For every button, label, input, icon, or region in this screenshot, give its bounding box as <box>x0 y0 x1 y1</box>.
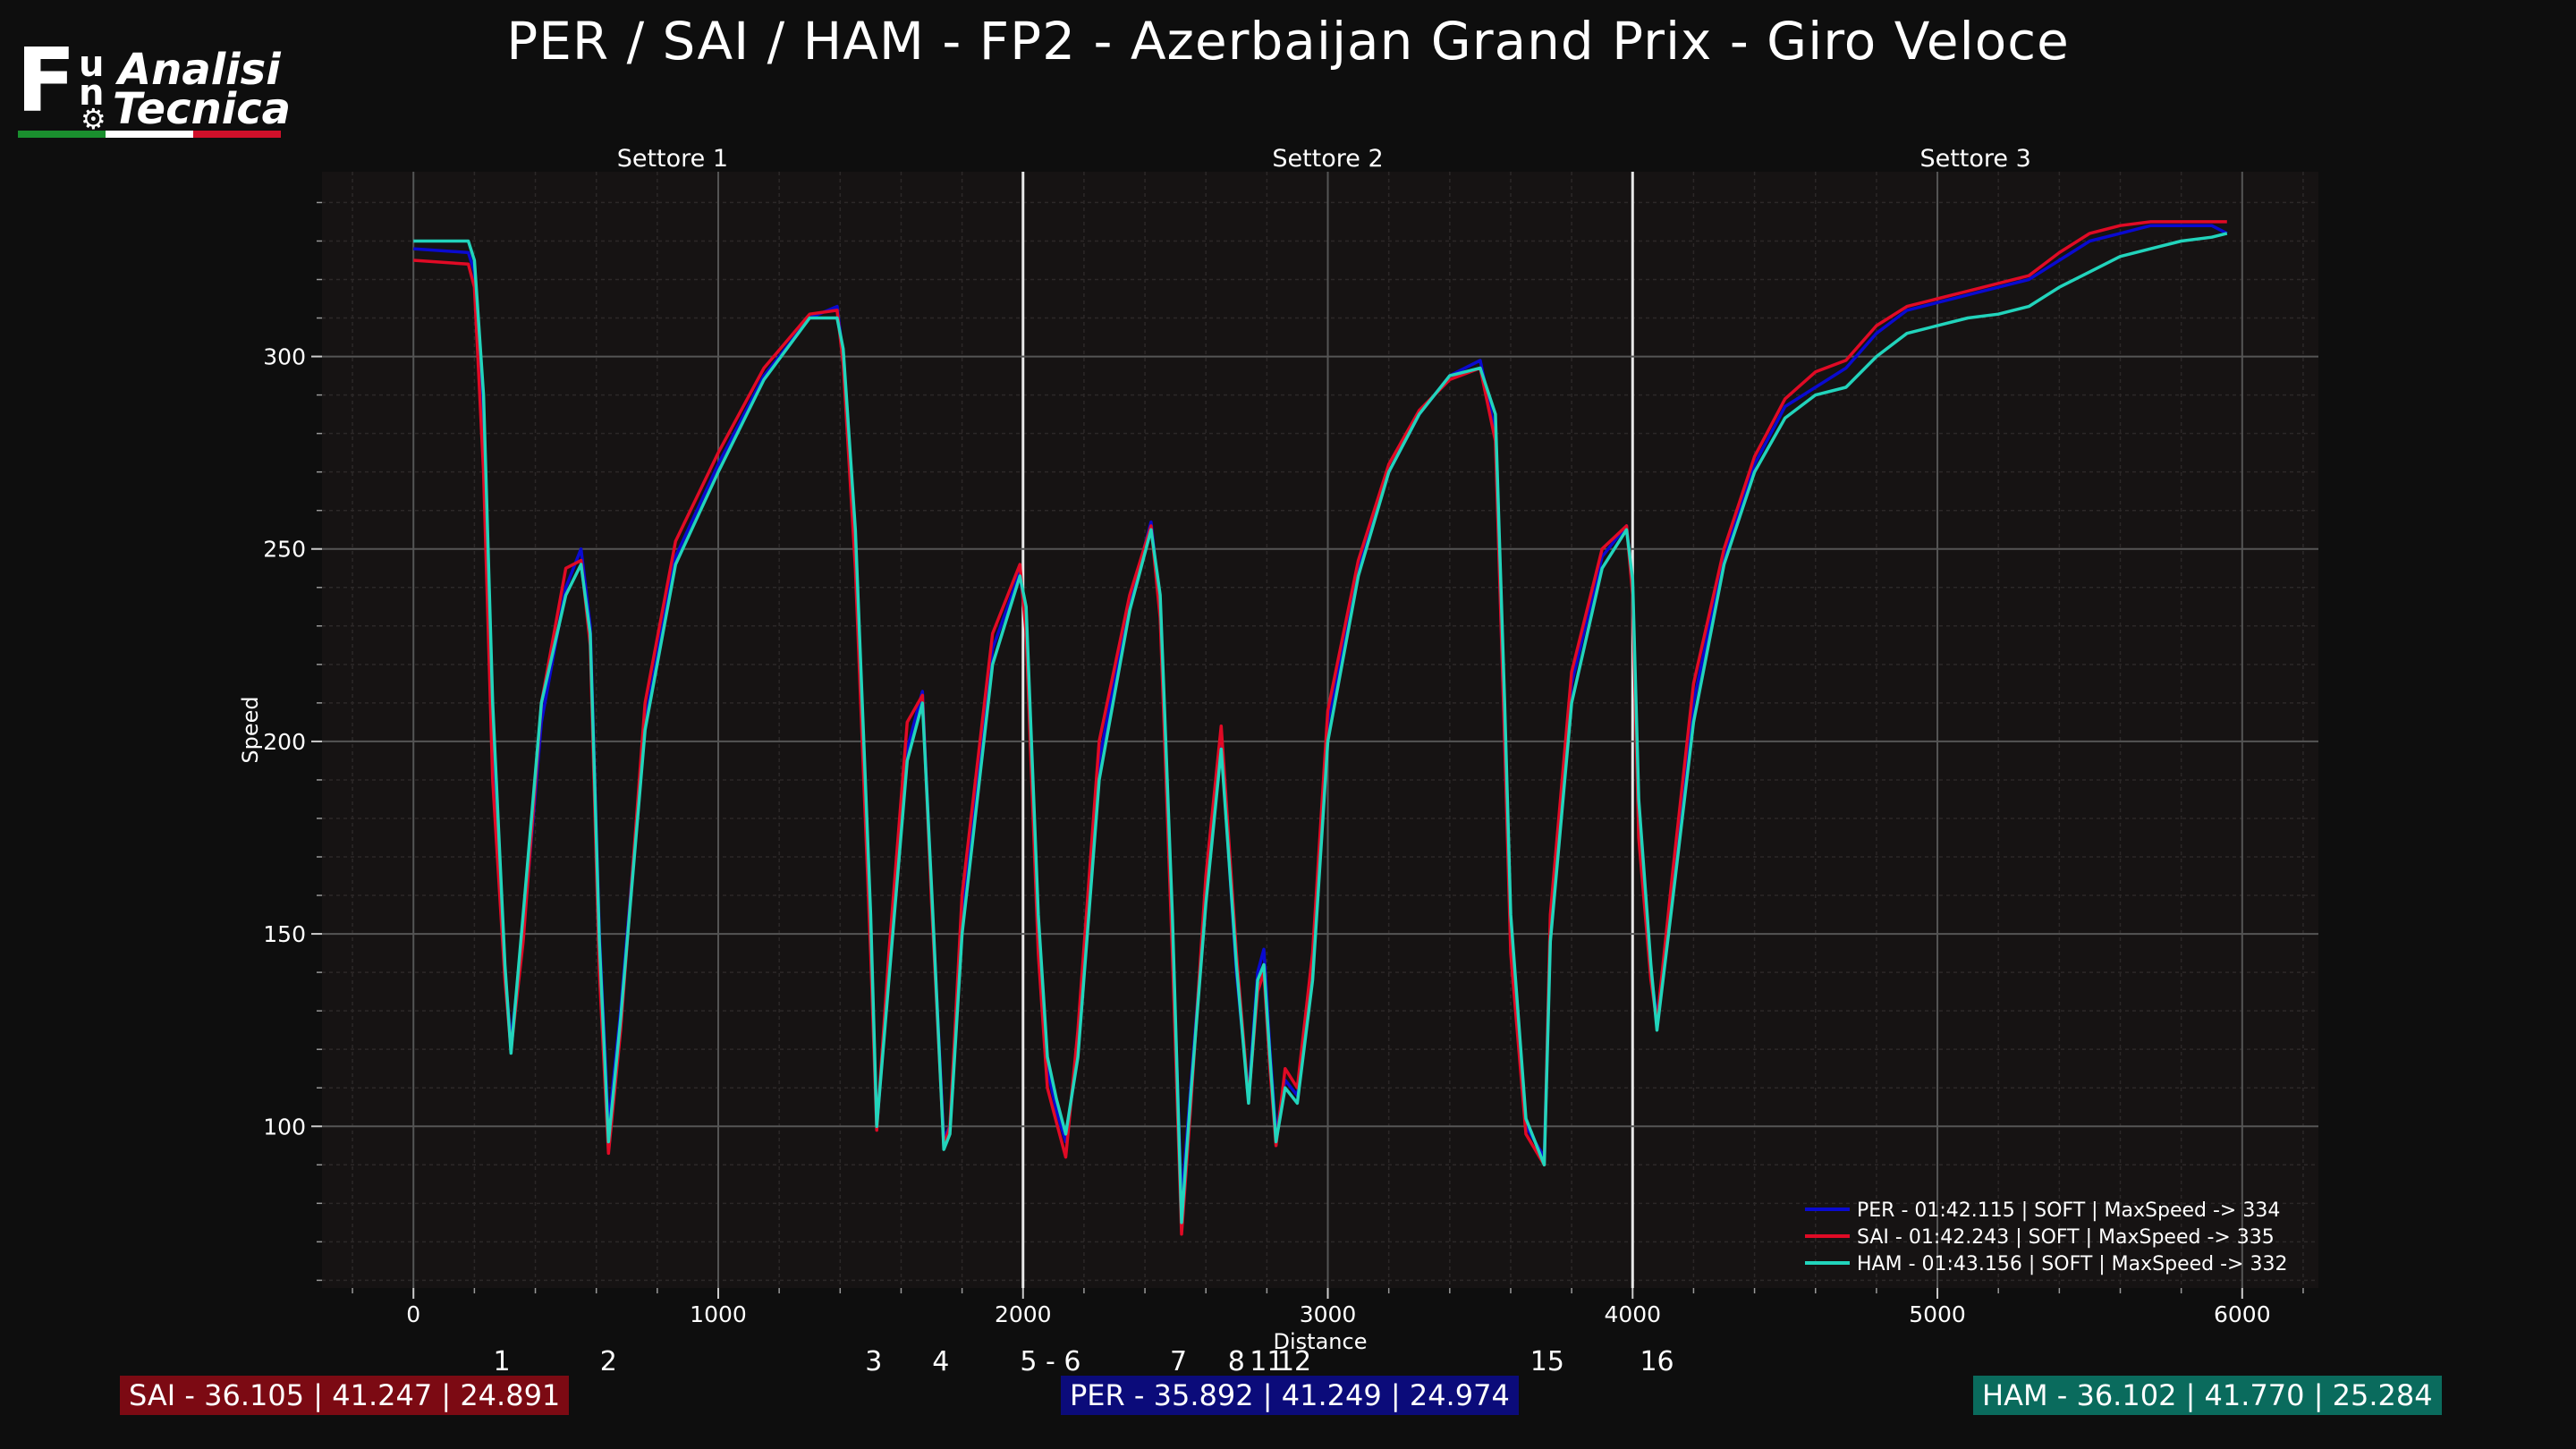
flag-white <box>106 131 193 138</box>
x-tick-label: 6000 <box>2214 1301 2271 1327</box>
legend-entry: PER - 01:42.115 | SOFT | MaxSpeed -> 334 <box>1857 1199 2280 1222</box>
sector-label: Settore 2 <box>1272 145 1383 173</box>
chart-title: PER / SAI / HAM - FP2 - Azerbaijan Grand… <box>506 11 2070 72</box>
corner-label: 1 <box>494 1346 511 1377</box>
series-line-1 <box>413 220 2227 1236</box>
logo-word-tecnica: Tecnica <box>113 84 292 134</box>
legend-entry: SAI - 01:42.243 | SOFT | MaxSpeed -> 335 <box>1857 1226 2275 1249</box>
ham-sector-times: HAM - 36.102 | 41.770 | 25.284 <box>1973 1376 2442 1415</box>
x-tick-label: 1000 <box>690 1301 747 1327</box>
corner-label: 3 <box>865 1346 882 1377</box>
legend-entry: HAM - 01:43.156 | SOFT | MaxSpeed -> 332 <box>1857 1253 2287 1275</box>
logo-letter-f: F <box>16 30 76 132</box>
x-tick-label: 2000 <box>995 1301 1052 1327</box>
gear-icon: ⚙ <box>80 102 106 136</box>
logo-letter-u: u <box>79 44 105 85</box>
plot-area <box>322 172 2318 1288</box>
sai-sector-times: SAI - 36.105 | 41.247 | 24.891 <box>120 1376 570 1415</box>
x-tick-label: 3000 <box>1300 1301 1357 1327</box>
y-tick-label: 150 <box>263 921 306 947</box>
corner-label: 16 <box>1640 1346 1674 1377</box>
corner-label: 15 <box>1530 1346 1564 1377</box>
series-line-2 <box>413 232 2228 1224</box>
y-tick-label: 300 <box>263 344 306 370</box>
sector-label: Settore 1 <box>617 145 728 173</box>
y-tick-label: 200 <box>263 729 306 755</box>
corner-label: 8 <box>1228 1346 1245 1377</box>
y-axis-label: Speed <box>238 696 263 763</box>
corner-label: 5 - 6 <box>1020 1346 1080 1377</box>
logo-letter-n: n <box>79 72 105 114</box>
logo-word-analisi: Analisi <box>118 45 281 95</box>
corner-label: 4 <box>932 1346 949 1377</box>
y-tick-label: 250 <box>263 537 306 563</box>
y-tick-label: 100 <box>263 1114 306 1140</box>
x-tick-label: 0 <box>406 1301 420 1327</box>
logo-flag-stripe <box>18 131 281 138</box>
corner-label: 12 <box>1277 1346 1311 1377</box>
per-sector-times: PER - 35.892 | 41.249 | 24.974 <box>1061 1376 1519 1415</box>
x-tick-label: 4000 <box>1604 1301 1661 1327</box>
x-tick-label: 5000 <box>1909 1301 1966 1327</box>
x-axis-label: Distance <box>1274 1329 1368 1354</box>
corner-label: 11 <box>1250 1346 1284 1377</box>
flag-red <box>193 131 281 138</box>
sector-label: Settore 3 <box>1919 145 2030 173</box>
flag-green <box>18 131 106 138</box>
corner-label: 2 <box>600 1346 617 1377</box>
corner-label: 7 <box>1170 1346 1187 1377</box>
